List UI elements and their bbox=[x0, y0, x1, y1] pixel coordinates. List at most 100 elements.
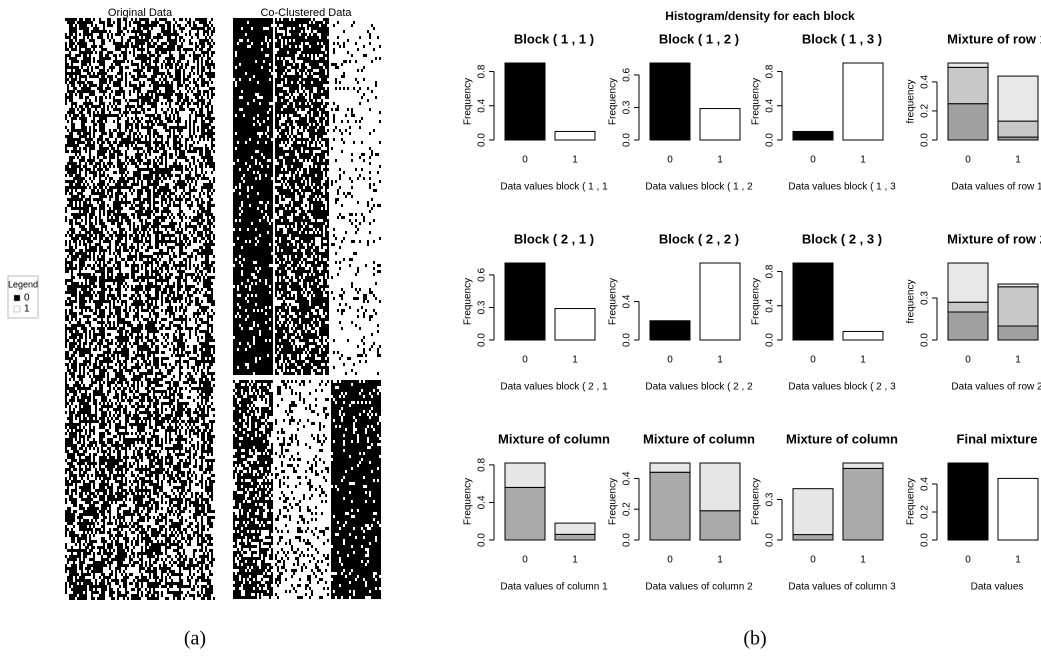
y-tick-label: 0.3 bbox=[477, 300, 488, 314]
y-axis-label: frequency bbox=[906, 80, 917, 124]
heatmap-cells bbox=[65, 18, 215, 600]
x-tick-label: 0 bbox=[522, 555, 528, 566]
bar-segment bbox=[947, 311, 989, 341]
x-axis-label: Data values block ( 1 , 3 bbox=[788, 182, 896, 193]
bar-segment bbox=[947, 103, 989, 141]
bar bbox=[504, 62, 546, 141]
y-tick-label: 0.4 bbox=[477, 495, 488, 509]
bar-segment bbox=[947, 62, 989, 68]
y-axis-label: Frequency bbox=[608, 78, 619, 125]
y-axis-label: Frequency bbox=[463, 478, 474, 525]
heatmap-cells bbox=[331, 21, 381, 375]
chart-title: Block ( 1 , 1 ) bbox=[514, 31, 594, 46]
legend-label: 0 bbox=[24, 293, 30, 304]
y-tick-label: 0.6 bbox=[622, 68, 633, 82]
y-tick-label: 0.8 bbox=[477, 64, 488, 78]
x-tick-label: 0 bbox=[667, 355, 673, 366]
x-axis-label: Data values block ( 1 , 1 bbox=[500, 182, 608, 193]
y-tick-label: 0.4 bbox=[622, 294, 633, 308]
y-axis-label: Frequency bbox=[608, 278, 619, 325]
bar bbox=[792, 130, 834, 141]
y-axis-label: Frequency bbox=[751, 78, 762, 125]
chart-title: Block ( 1 , 3 ) bbox=[802, 31, 882, 46]
bar bbox=[699, 262, 741, 341]
y-tick-label: 0.0 bbox=[622, 333, 633, 347]
bar-segment bbox=[554, 522, 596, 535]
y-tick-label: 0.0 bbox=[920, 333, 931, 347]
y-tick-label: 0.0 bbox=[477, 533, 488, 547]
y-tick-label: 0.2 bbox=[920, 104, 931, 118]
y-tick-label: 0.8 bbox=[765, 64, 776, 78]
x-tick-label: 0 bbox=[810, 355, 816, 366]
heatmap-cells bbox=[233, 380, 273, 599]
y-axis-label: frequency bbox=[906, 280, 917, 324]
x-axis-label: Data values bbox=[971, 582, 1024, 593]
legend-title: Legend bbox=[8, 279, 38, 289]
bar-segment bbox=[947, 301, 989, 313]
bar-segment bbox=[554, 533, 596, 541]
chart-title: Block ( 1 , 2 ) bbox=[659, 31, 739, 46]
caption: (a) bbox=[184, 628, 206, 650]
x-axis-label: Data values of column 2 bbox=[645, 582, 753, 593]
bar-segment bbox=[649, 471, 691, 541]
x-tick-label: 1 bbox=[717, 155, 723, 166]
chart-title: Mixture of column bbox=[786, 431, 898, 446]
bar bbox=[842, 62, 884, 141]
heatmap-cells bbox=[275, 380, 329, 599]
bar bbox=[792, 262, 834, 341]
heatmap-background bbox=[331, 18, 381, 377]
x-axis-label: Data values block ( 1 , 2 bbox=[645, 182, 753, 193]
legend-swatch bbox=[13, 294, 21, 302]
y-tick-label: 0.3 bbox=[622, 100, 633, 114]
chart-title: Final mixture bbox=[957, 431, 1038, 446]
heatmap-cells bbox=[275, 18, 329, 375]
y-axis-label: Frequency bbox=[463, 78, 474, 125]
bar bbox=[649, 320, 691, 341]
bar-segment bbox=[842, 462, 884, 469]
x-tick-label: 0 bbox=[522, 355, 528, 366]
bar bbox=[649, 62, 691, 141]
bar-segment bbox=[947, 262, 989, 303]
x-axis-label: Data values of row 1 bbox=[951, 182, 1041, 193]
y-tick-label: 0.3 bbox=[920, 291, 931, 305]
bar-segment bbox=[792, 488, 834, 536]
bar-segment bbox=[997, 325, 1039, 341]
bar-segment bbox=[997, 283, 1039, 288]
bar bbox=[997, 477, 1039, 541]
y-axis-label: Frequency bbox=[751, 278, 762, 325]
x-tick-label: 0 bbox=[667, 555, 673, 566]
y-tick-label: 0.0 bbox=[920, 133, 931, 147]
y-axis-label: Frequency bbox=[906, 478, 917, 525]
x-axis-label: Data values of row 2 bbox=[951, 382, 1041, 393]
bar-segment bbox=[649, 462, 691, 473]
y-tick-label: 0.3 bbox=[765, 492, 776, 506]
x-tick-label: 0 bbox=[965, 355, 971, 366]
x-tick-label: 0 bbox=[667, 155, 673, 166]
y-tick-label: 0.4 bbox=[765, 298, 776, 312]
x-axis-label: Data values of column 1 bbox=[500, 582, 608, 593]
bar-segment bbox=[699, 510, 741, 541]
y-tick-label: 0.0 bbox=[765, 133, 776, 147]
bar-segment bbox=[997, 286, 1039, 327]
x-axis-label: Data values of column 3 bbox=[788, 582, 896, 593]
x-tick-label: 1 bbox=[572, 155, 578, 166]
bar bbox=[554, 130, 596, 141]
y-tick-label: 0.0 bbox=[477, 133, 488, 147]
x-tick-label: 0 bbox=[810, 555, 816, 566]
bar bbox=[554, 308, 596, 341]
y-tick-label: 0.8 bbox=[477, 457, 488, 471]
y-tick-label: 0.4 bbox=[622, 471, 633, 485]
y-tick-label: 0.8 bbox=[765, 264, 776, 278]
bar-segment bbox=[699, 462, 741, 512]
y-tick-label: 0.6 bbox=[477, 268, 488, 282]
chart-title: Mixture of column bbox=[498, 431, 610, 446]
bar-segment bbox=[947, 66, 989, 105]
y-tick-label: 0.0 bbox=[765, 333, 776, 347]
x-tick-label: 0 bbox=[810, 155, 816, 166]
heatmap-title: Original Data bbox=[108, 7, 173, 19]
x-tick-label: 0 bbox=[965, 155, 971, 166]
x-tick-label: 1 bbox=[860, 155, 866, 166]
bar bbox=[842, 330, 884, 341]
x-tick-label: 1 bbox=[717, 355, 723, 366]
